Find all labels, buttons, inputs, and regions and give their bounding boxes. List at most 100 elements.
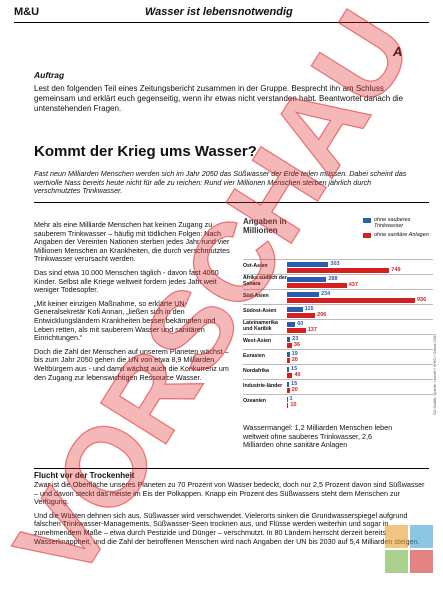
bar-line: 23 [287, 336, 433, 342]
bar-group: 234 936 [287, 291, 433, 304]
bar [287, 291, 319, 297]
paragraph: Das sind etwa 10.000 Menschen täglich - … [34, 267, 219, 295]
bar-line: 3 [287, 396, 433, 402]
article-title: Kommt der Krieg ums Wasser? [34, 143, 257, 160]
legend-label: ohne sanitäre Anlagen [374, 232, 429, 238]
category-label: Süd-Asien [243, 293, 269, 300]
bar [287, 342, 292, 348]
value-label: 10 [290, 402, 297, 408]
bar [287, 381, 290, 387]
chart: Angaben in Millionen ohne sauberes Trink… [243, 217, 433, 409]
bar [287, 312, 316, 318]
legend-item: ohne sanitäre Anlagen [363, 232, 433, 238]
value-label: 60 [297, 321, 304, 327]
bar-group: 3 10 [287, 396, 433, 409]
section: Zwar ist die Oberfläche unseres Planeten… [34, 480, 429, 551]
paragraph: Doch die Zahl der Menschen auf unserem P… [34, 346, 229, 382]
bar-line: 60 [287, 321, 433, 327]
legend-label: ohne sauberes Trinkwasser [374, 217, 411, 229]
intro: Fast neun Milliarden Menschen werden sic… [34, 169, 407, 196]
paragraph: Und die Wüsten dehnen sich aus, Süßwasse… [34, 510, 420, 546]
chart-row: Ost-Asien 303 749 [243, 259, 433, 274]
value-label: 20 [291, 387, 298, 393]
bar [287, 276, 327, 282]
bar-line: 115 [287, 306, 433, 312]
bar [287, 387, 290, 393]
bar [287, 357, 290, 363]
category-label: Nordafrika [243, 368, 269, 375]
value-label: 234 [321, 291, 331, 297]
bar-line: 15 [287, 366, 433, 372]
bar [287, 351, 290, 357]
bar-line: 15 [287, 381, 433, 387]
body: Mehr als eine Milliarde Menschen hat kei… [34, 220, 231, 387]
header-left: M&U [14, 6, 40, 18]
task-heading: Auftrag [34, 70, 65, 80]
value-label: 115 [304, 306, 314, 312]
logo [385, 525, 433, 573]
bar-line: 10 [287, 402, 433, 408]
caption: Wassermangel: 1,2 Milliarden Menschen le… [243, 423, 393, 450]
rule [34, 202, 429, 203]
category-label: Südost-Asien [243, 308, 277, 315]
bar [287, 372, 293, 378]
paragraph: Zwar ist die Oberfläche unseres Planeten… [34, 480, 425, 507]
value-label: 936 [417, 297, 427, 303]
bar-group: 60 137 [287, 321, 433, 334]
bar [287, 321, 296, 327]
category-label: Lateinamerika und Karibik [243, 320, 278, 332]
paragraph: Mehr als eine Milliarde Menschen hat kei… [34, 220, 230, 264]
bar-line: 288 [287, 276, 433, 282]
category-label: Industrie-länder [243, 383, 283, 390]
bar-line: 19 [287, 351, 433, 357]
value-label: 206 [317, 312, 327, 318]
bar [287, 297, 415, 303]
chart-row: Nordafrika 15 40 [243, 364, 433, 379]
bar-line: 40 [287, 372, 433, 378]
bar [287, 402, 289, 408]
value-label: 15 [291, 366, 298, 372]
bar-line: 749 [287, 267, 433, 273]
chart-row: Industrie-länder 15 20 [243, 379, 433, 394]
chart-row: West-Asien 23 36 [243, 334, 433, 349]
bar-line: 20 [287, 357, 433, 363]
chart-row: Afrika südlich der Sahara 288 437 [243, 274, 433, 289]
bar-line: 303 [287, 261, 433, 267]
bar [287, 267, 390, 273]
legend-item: ohne sauberes Trinkwasser [363, 217, 433, 229]
bar [287, 327, 306, 333]
bar-group: 19 20 [287, 351, 433, 364]
value-label: 303 [330, 261, 340, 267]
category-label: West-Asien [243, 338, 272, 345]
chart-title: Angaben in Millionen [243, 217, 287, 235]
value-label: 3 [289, 396, 293, 402]
bar [287, 336, 291, 342]
chart-row: Eurasien 19 20 [243, 349, 433, 364]
header-title: Wasser ist lebensnotwendig [145, 6, 293, 18]
value-label: 15 [291, 381, 298, 387]
value-label: 19 [291, 351, 298, 357]
rows: Ost-Asien 303 749 Afrika südlich der Sahara… [243, 259, 433, 409]
legend: ohne sauberes Trinkwasser ohne sanitäre A… [363, 217, 433, 259]
bar-line: 234 [287, 291, 433, 297]
category-label: Ozeanien [243, 398, 267, 405]
bar-line: 936 [287, 297, 433, 303]
value-label: 23 [292, 336, 299, 342]
paragraph: „Mit keiner einzigen Maßnahme, so erklär… [34, 298, 216, 343]
bar-group: 115 206 [287, 306, 433, 319]
tab: A [393, 44, 403, 59]
chart-row: Lateinamerika und Karibik 60 137 [243, 319, 433, 334]
value-label: 137 [307, 327, 317, 333]
bar-line: 137 [287, 327, 433, 333]
bar-group: 23 36 [287, 336, 433, 349]
bar [287, 282, 347, 288]
category-label: Ost-Asien [243, 263, 268, 270]
chart-row: Süd-Asien 234 936 [243, 289, 433, 304]
task-text: Lest den folgenden Teil eines Zeitungsbe… [34, 84, 404, 113]
bar-group: 303 749 [287, 261, 433, 274]
section-heading: Flucht vor der Trockenheit [34, 471, 135, 480]
bar-group: 15 20 [287, 381, 433, 394]
rule [14, 22, 429, 23]
value-label: 437 [348, 282, 358, 288]
